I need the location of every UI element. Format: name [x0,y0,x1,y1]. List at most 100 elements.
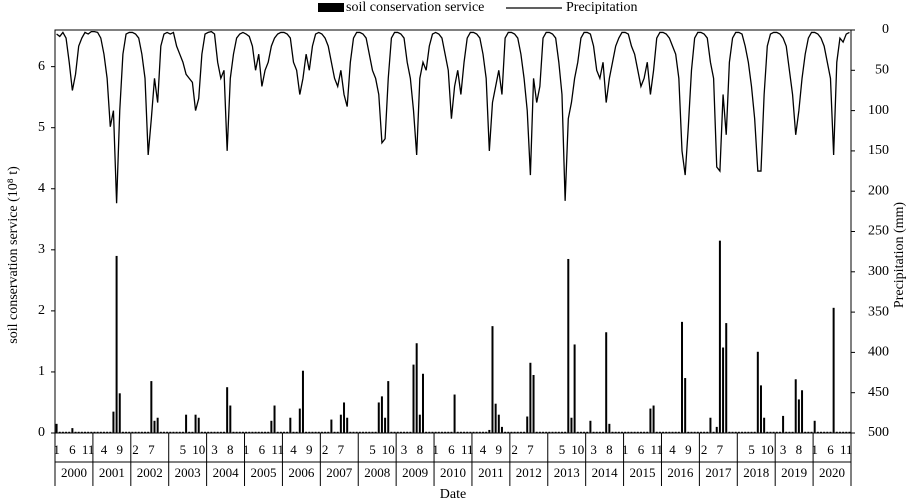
bar [90,431,93,433]
bar [437,431,440,433]
bar [586,431,589,433]
bar [538,431,541,433]
bar [200,431,203,433]
bar [65,431,68,433]
x-tick-label: 5 [559,442,566,457]
bar [58,431,61,433]
year-label: 2016 [667,465,694,480]
bar [485,431,488,433]
bar [153,420,156,433]
y2-tick-label: 450 [868,385,889,400]
year-label: 2002 [137,465,163,480]
bar [459,431,462,433]
bar [99,431,102,433]
year-label: 2013 [554,465,580,480]
bar [387,381,390,433]
bar [722,347,725,433]
bar [159,431,162,433]
x-tick-label: 3 [590,442,597,457]
x-tick-label: 11 [82,442,95,457]
bar [144,431,147,433]
y2-tick-label: 150 [868,143,889,158]
bar [614,431,617,433]
bar [346,417,349,433]
bar [213,431,216,433]
bar [532,374,535,433]
bar [330,419,333,433]
bar [298,408,301,433]
bar [349,431,352,433]
bar [842,431,845,433]
bar [219,431,222,433]
bar [646,431,649,433]
year-label: 2006 [288,465,315,480]
bar [687,431,690,433]
year-label: 2017 [705,465,732,480]
x-tick-label: 2 [701,442,708,457]
bar [510,431,513,433]
bar [652,405,655,433]
bar [475,431,478,433]
bar [456,431,459,433]
bar [576,431,579,433]
bar [109,431,112,433]
bar [301,370,304,433]
bar [264,431,267,433]
year-label: 2001 [99,465,125,480]
bar [643,431,646,433]
bar [624,431,627,433]
bar [226,387,229,433]
bar [368,431,371,433]
bar [819,431,822,433]
bar [333,431,336,433]
bar [466,431,469,433]
bar [273,405,276,433]
y-tick-label: 4 [38,181,45,196]
bar [782,415,785,433]
year-label: 2012 [516,465,542,480]
bar [734,431,737,433]
y2-tick-label: 300 [868,264,889,279]
y2-tick-label: 100 [868,103,889,118]
bar [554,431,557,433]
bar [112,411,115,433]
legend-label: Precipitation [566,0,638,15]
bar [374,431,377,433]
bar [361,431,364,433]
bar [677,431,680,433]
x-tick-label: 8 [417,442,424,457]
y2-tick-label: 200 [868,183,889,198]
bar [415,343,418,433]
bar [602,431,605,433]
bar [166,431,169,433]
bar [172,431,175,433]
bar [750,431,753,433]
bar [232,431,235,433]
x-tick-label: 4 [669,442,676,457]
bar [649,408,652,433]
bar [551,431,554,433]
bar [753,431,756,433]
bar [279,431,282,433]
x-tick-label: 4 [101,442,108,457]
bar [573,344,576,433]
x-tick-label: 3 [401,442,408,457]
bar [611,431,614,433]
x-tick-label: 1 [243,442,250,457]
bar [428,431,431,433]
bar [583,431,586,433]
year-label: 2018 [743,465,769,480]
bar [339,414,342,433]
bar [535,431,538,433]
year-label: 2004 [213,465,240,480]
bar [775,431,778,433]
bar [305,431,308,433]
bar [365,431,368,433]
x-tick-label: 2 [511,442,518,457]
bar [207,431,210,433]
bar [444,431,447,433]
bar [84,431,87,433]
bar [317,431,320,433]
bar [257,431,260,433]
